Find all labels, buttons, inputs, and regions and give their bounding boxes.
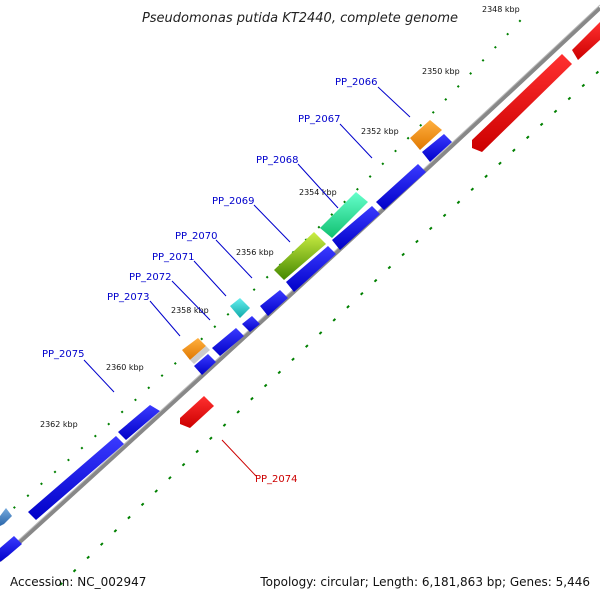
feature-genes	[0, 120, 442, 526]
inner-dotted-track	[59, 69, 600, 586]
map-title: Pseudomonas putida KT2440, complete geno…	[142, 11, 458, 26]
gene-PP_2074[interactable]	[180, 396, 214, 428]
gene-PP_2073[interactable]	[182, 338, 206, 360]
tick-label-2350: 2350 kbp	[422, 67, 460, 76]
gene-label-PP_2074[interactable]: PP_2074	[255, 474, 298, 485]
gene-arrow[interactable]	[118, 405, 160, 440]
gene-PP_2071[interactable]	[230, 298, 250, 318]
gene-label-PP_2070[interactable]: PP_2070	[175, 231, 218, 242]
label-leader-lines	[83, 86, 411, 393]
gene-arrow[interactable]	[194, 354, 216, 375]
gene-label-PP_2071[interactable]: PP_2071	[152, 252, 195, 263]
tick-label-2354: 2354 kbp	[299, 188, 337, 197]
gene-PP_2068[interactable]	[320, 192, 368, 238]
tick-label-2352: 2352 kbp	[361, 127, 399, 136]
gene-arrow[interactable]	[0, 536, 22, 562]
gene-arrow[interactable]	[212, 328, 244, 356]
tick-label-2356: 2356 kbp	[236, 248, 274, 257]
gene-label-PP_2069[interactable]: PP_2069	[212, 196, 255, 207]
gene-PP_2066[interactable]	[410, 120, 442, 150]
gene-label-PP_2075[interactable]: PP_2075	[42, 349, 85, 360]
tick-label-2360: 2360 kbp	[106, 363, 144, 372]
gene-arrow[interactable]	[332, 206, 380, 250]
forward-strand-genes	[0, 134, 452, 562]
tick-label-2358: 2358 kbp	[171, 306, 209, 315]
gene-arrow[interactable]	[260, 290, 288, 316]
genome-summary-text: Topology: circular; Length: 6,181,863 bp…	[259, 575, 590, 589]
gene-arrow[interactable]	[422, 134, 452, 162]
gene-arrow[interactable]	[286, 246, 336, 292]
gene-arrow[interactable]	[242, 316, 260, 332]
reverse-strand-genes	[180, 22, 600, 428]
gene-label-PP_2067[interactable]: PP_2067	[298, 114, 341, 125]
gene-arrow[interactable]	[28, 436, 124, 520]
gene-PP_2073-tail	[190, 346, 210, 364]
tick-label-2362: 2362 kbp	[40, 420, 78, 429]
outer-tick-track	[0, 9, 531, 521]
gene-arrow-reverse[interactable]	[572, 22, 600, 60]
gene-label-PP_2068[interactable]: PP_2068	[256, 155, 299, 166]
gene-label-PP_2073[interactable]: PP_2073	[107, 292, 150, 303]
gene-arrow-reverse[interactable]	[472, 54, 572, 152]
gene-PP_2070[interactable]	[274, 232, 326, 280]
gene-arrow[interactable]	[376, 164, 426, 210]
accession-text: Accession: NC_002947	[10, 575, 146, 589]
gene-label-PP_2066[interactable]: PP_2066	[335, 77, 378, 88]
gene-label-PP_2072[interactable]: PP_2072	[129, 272, 172, 283]
tick-label-2348: 2348 kbp	[482, 5, 520, 14]
leader-line-PP_2074	[221, 439, 257, 477]
gene-feature-steel[interactable]	[0, 508, 12, 526]
